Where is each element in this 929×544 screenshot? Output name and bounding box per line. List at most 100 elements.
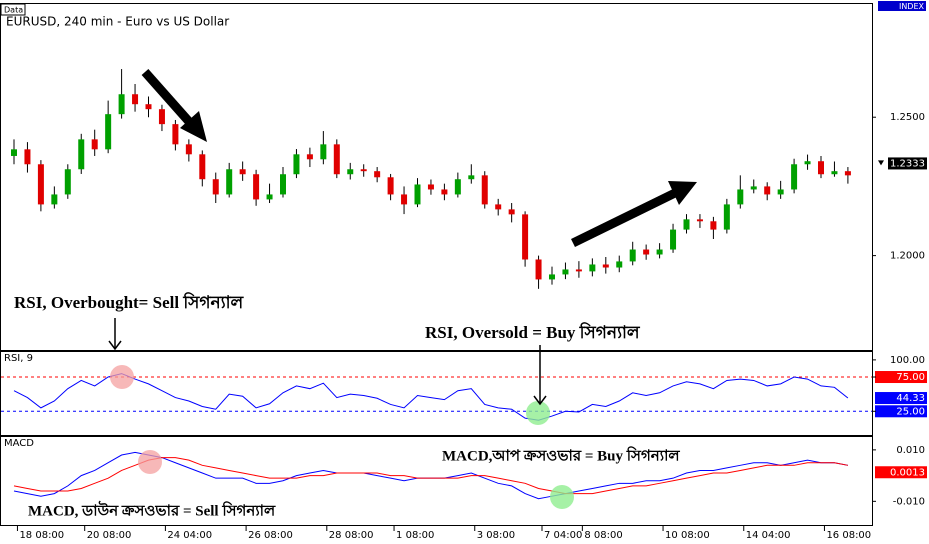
up-arrow [571, 188, 677, 248]
value-box [875, 371, 927, 384]
scale-label-box [878, 1, 926, 11]
rsi-title-box [1, 352, 37, 363]
candle-body [105, 114, 112, 150]
candle-body [710, 221, 717, 230]
macd-title: MACD [4, 438, 34, 449]
candle-body [602, 264, 609, 268]
candle-body [401, 194, 408, 205]
candle-body [670, 229, 677, 250]
scale-label: INDEX [899, 2, 925, 11]
macd-panel [0, 436, 873, 526]
x-tick-label: 24 04:00 [167, 530, 212, 541]
candle-body [78, 139, 85, 170]
candle-body [629, 249, 636, 262]
y-tick-label: 25.00 [896, 406, 925, 417]
candle-body [804, 161, 811, 165]
candle-body [199, 154, 206, 180]
x-tick-label: 14 04:00 [746, 530, 791, 541]
candle-body [791, 164, 798, 190]
candle-body [333, 144, 340, 175]
candle-body [145, 104, 152, 110]
candle-body [293, 154, 300, 175]
x-tick-label: 28 08:00 [329, 530, 374, 541]
candle-body [723, 204, 730, 230]
x-tick-label: 10 08:00 [665, 530, 710, 541]
candle-body [37, 164, 44, 205]
candle-body [347, 169, 354, 175]
candle-body [158, 109, 165, 125]
candle-body [441, 189, 448, 195]
rsi-title: RSI, 9 [4, 353, 33, 364]
value-box [875, 466, 927, 479]
arrows [108, 69, 697, 406]
candle-body [764, 186, 771, 195]
candle-body [427, 184, 434, 190]
window-label: Data [4, 6, 23, 15]
candle-body [831, 171, 838, 175]
candle-body [51, 194, 58, 205]
value-box [888, 157, 927, 170]
candle-body [468, 175, 475, 180]
highlights [110, 365, 574, 509]
up-crossover-marker [550, 485, 574, 509]
candle-body [360, 169, 367, 172]
y-tick-label: 1.2000 [890, 251, 925, 262]
candle-body [280, 174, 286, 195]
candle-body [777, 189, 784, 195]
value-box [875, 392, 927, 405]
candle-body [387, 177, 394, 195]
y-tick-label: -0.010 [893, 496, 925, 507]
candle-body [132, 94, 139, 105]
candle-body [562, 269, 569, 275]
y-tick-label: 75.00 [896, 372, 925, 383]
x-tick-label: 26 08:00 [248, 530, 293, 541]
last-value-label: 44.33 [896, 393, 925, 404]
candle-body [696, 219, 703, 222]
current-value-label: 0.0013 [890, 467, 925, 478]
candle-body [118, 94, 125, 115]
candle-body [750, 186, 757, 190]
x-tick-label: 16 08:00 [826, 530, 871, 541]
x-tick-label: 18 08:00 [19, 530, 64, 541]
candle-body [172, 124, 179, 145]
annotation: RSI, Overbought= Sell সিগন্যাল [14, 291, 245, 312]
candle-body [212, 179, 219, 195]
window-label-box [0, 3, 26, 16]
x-tick-label: 1 08:00 [396, 530, 434, 541]
x-tick-label: 20 08:00 [87, 530, 132, 541]
up-arrow-head [668, 181, 697, 205]
candle-body [549, 274, 555, 280]
value-box [875, 405, 927, 418]
candle-body [226, 169, 233, 195]
candle-body [508, 209, 515, 215]
frames [0, 3, 873, 526]
y-tick-label: 1.2500 [890, 112, 925, 123]
annotation: RSI, Oversold = Buy সিগন্যাল [425, 321, 641, 342]
down-arrow [141, 69, 196, 128]
candle-body [643, 249, 650, 255]
candle-body [24, 149, 31, 165]
annotation: MACD,আপ ক্রসওভার = Buy সিগন্যাল [442, 445, 680, 464]
current-value-label: 1.2333 [890, 158, 925, 169]
candle-body [495, 204, 502, 210]
annotation: MACD, ডাউন ক্রসওভার = Sell সিগন্যাল [28, 500, 276, 519]
candle-body [616, 261, 623, 268]
candle-body [414, 184, 421, 205]
chart-title: EURUSD, 240 min - Euro vs US Dollar [6, 15, 229, 29]
candle-body [522, 214, 529, 260]
candle-body [844, 171, 851, 176]
candle-body [320, 144, 327, 160]
overbought-marker [110, 365, 134, 389]
candle-body [683, 219, 690, 230]
candle-body [11, 149, 17, 156]
x-tick-label: 8 08:00 [584, 530, 622, 541]
rsi-panel [0, 351, 873, 436]
candle-body [306, 154, 313, 160]
x-tick-label: 3 08:00 [477, 530, 515, 541]
candle-body [454, 179, 461, 195]
pointer-arrow-head [533, 395, 547, 406]
down-arrow-head [180, 111, 207, 142]
candle-body [481, 175, 488, 205]
candle-body [185, 144, 192, 155]
candle-body [253, 174, 260, 200]
